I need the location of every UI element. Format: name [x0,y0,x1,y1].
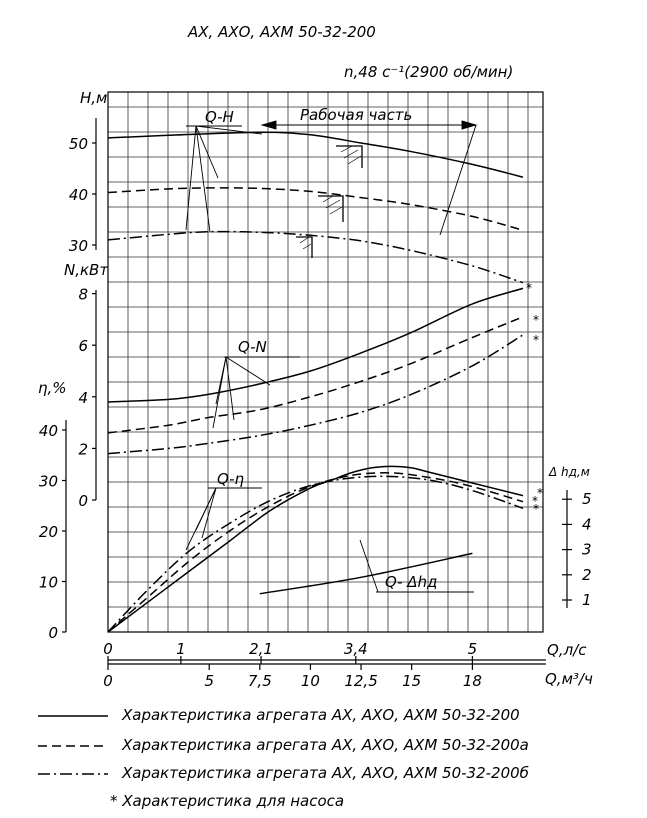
eta-tick-label: 20 [39,523,58,541]
annotation-leaders [185,120,478,593]
x-tick-label-ls: 5 [468,640,478,658]
annotation-q-dh: Q- Δhд [385,573,437,591]
working-range-hatch [299,145,362,250]
dh-tick-label: 2 [582,566,592,584]
h-tick-label: 40 [69,186,88,204]
pump-asterisks: ****** [526,281,543,516]
n-tick-label: 4 [78,389,88,407]
annotation-q-h: Q-H [205,108,234,126]
x-tick-label-m3h: 15 [402,672,421,690]
legend-item-label: Характеристика агрегата АХ, АХО, АХМ 50-… [121,706,520,724]
pump-asterisk: * [532,494,538,508]
pump-asterisk: * [537,486,543,500]
x-tick-label-m3h: 10 [301,672,320,690]
x-tick-label-ls: 3,4 [344,640,368,658]
n-tick-label: 0 [78,492,88,510]
q-eta-curve-200a [107,472,524,633]
pump-asterisk: * [533,313,539,327]
x-tick-labels-ls: 0 1 2,1 3,4 5 [103,640,477,658]
x-tick-label-ls: 1 [176,640,186,658]
dh-tick-label: 3 [582,541,592,559]
h-tick-labels: 30 40 50 [69,135,88,255]
eta-tick-label: 30 [39,473,58,491]
plot-frame [107,91,544,633]
x-tick-label-ls: 2,1 [249,640,273,658]
dh-tick-label: 5 [582,490,592,508]
q-dh-curve [259,552,473,595]
n-tick-label: 8 [78,286,88,304]
n-tick-label: 6 [78,337,88,355]
x-tick-label-m3h: 7,5 [248,672,272,690]
q-h-curve-200 [107,131,524,178]
chart-subtitle: n,48 с⁻¹(2900 об/мин) [344,63,513,81]
q-eta-curve-200 [107,465,524,633]
legend-item-label: Характеристика агрегата АХ, АХО, АХМ 50-… [121,764,529,782]
grid [108,92,543,632]
legend-item-pump: * Характеристика для насоса [110,792,344,810]
eta-tick-label: 0 [48,624,58,642]
annotation-q-n: Q-N [238,338,267,356]
dh-tick-labels: 1 2 3 4 5 [582,490,592,609]
dh-tick-label: 1 [582,591,592,609]
chart-title: АХ, АХО, АХМ 50-32-200 [187,23,376,41]
q-n-curve-200 [107,287,524,403]
pump-asterisk: * [526,281,532,295]
q-n-curve-200b [107,334,524,455]
annotation-working-part: Рабочая часть [300,106,412,124]
x-tick-label-m3h: 18 [463,672,482,690]
eta-tick-labels: 0 10 20 30 40 [39,422,58,642]
dh-tick-label: 4 [582,515,592,533]
x-axis-label-ls: Q,л/с [547,641,587,659]
h-tick-label: 30 [69,237,88,255]
q-eta-curve-200b [107,475,524,633]
x-tick-label-m3h: 5 [204,672,214,690]
q-h-curve-200b [107,230,524,284]
q-h-curve-200a [107,187,524,231]
legend-item-label: Характеристика агрегата АХ, АХО, АХМ 50-… [121,736,529,754]
x-axis-label-m3h: Q,м³/ч [545,670,593,688]
x-tick-label-m3h: 12,5 [344,672,377,690]
n-tick-label: 2 [78,440,88,458]
y-axis-label-h: H,м [80,89,107,107]
axis-lines [62,118,572,670]
x-tick-label-m3h: 0 [103,672,113,690]
pump-asterisk: * [533,502,539,516]
y-axis-label-eta: η,% [38,379,67,397]
series-curves [107,131,524,633]
h-tick-label: 50 [69,135,88,153]
q-n-curve-200a [107,316,524,434]
y-axis-label-n: N,кВт [64,261,109,279]
eta-tick-label: 40 [39,422,58,440]
x-tick-labels-m3h: 0 5 7,5 10 12,5 15 18 [103,672,482,690]
annotation-q-eta: Q-η [217,470,244,488]
x-tick-label-ls: 0 [103,640,113,658]
working-range-markers [296,145,363,258]
y-axis-label-dh: Δ hд,м [548,465,590,479]
pump-asterisk: * [533,333,539,347]
eta-tick-label: 10 [39,574,58,592]
legend: Характеристика агрегата АХ, АХО, АХМ 50-… [38,706,529,810]
n-tick-labels: 0 2 4 6 8 [78,286,88,510]
